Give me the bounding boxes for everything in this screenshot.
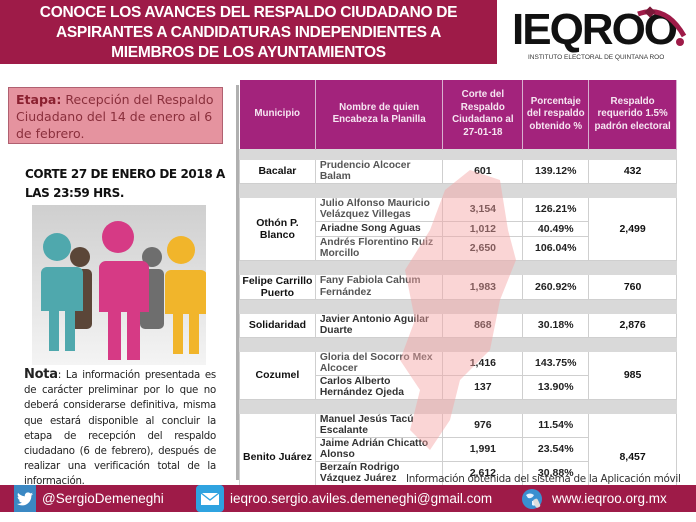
title-line-2: ASPIRANTES A CANDIDATURAS INDEPENDIENTES… bbox=[56, 24, 441, 41]
porcentaje-cell: 126.21% bbox=[522, 196, 590, 222]
municipio-cell: Cozumel bbox=[239, 350, 316, 400]
municipio-cell: Felipe Carrillo Puerto bbox=[239, 273, 316, 300]
envelope-icon bbox=[196, 485, 224, 512]
corte-cell: 601 bbox=[442, 158, 524, 184]
logo-swoosh-icon bbox=[637, 6, 687, 46]
table-row: Cozumel Gloria del Socorro Mex Alcocer 1… bbox=[239, 350, 677, 400]
table-row: Felipe Carrillo Puerto Fany Fabiola Cahu… bbox=[239, 273, 677, 300]
website-link[interactable]: www.ieqroo.org.mx bbox=[518, 485, 667, 512]
title-line-3: MIEMBROS DE LOS AYUNTAMIENTOS bbox=[111, 44, 386, 61]
requerido-cell: 760 bbox=[588, 273, 677, 300]
spacer-row bbox=[239, 398, 677, 414]
corte-cell: 976 bbox=[442, 412, 524, 438]
corte-cell: 137 bbox=[442, 374, 524, 400]
corte-cell: 1,983 bbox=[442, 273, 524, 300]
porcentaje-cell: 30.18% bbox=[522, 312, 590, 338]
corte-date: CORTE 27 DE ENERO DE 2018 A LAS 23:59 HR… bbox=[25, 167, 225, 200]
footer-bar: @SergioDemeneghi ieqroo.sergio.aviles.de… bbox=[0, 485, 696, 512]
globe-icon bbox=[518, 485, 546, 512]
spacer-row bbox=[239, 336, 677, 352]
corte-cell: 1,991 bbox=[442, 436, 524, 462]
logo-subtitle: INSTITUTO ELECTORAL DE QUINTANA ROO bbox=[528, 54, 665, 61]
people-group-icon bbox=[32, 205, 207, 365]
email-address: ieqroo.sergio.aviles.demeneghi@gmail.com bbox=[230, 491, 493, 506]
municipio-cell: Othón P. Blanco bbox=[239, 196, 316, 261]
table-row: Benito Juárez Manuel Jesús Tacú Escalant… bbox=[239, 412, 677, 501]
nombre-cell: Julio Alfonso Mauricio Velázquez Villega… bbox=[314, 196, 444, 222]
header-requerido: Respaldo requerido 1.5% padrón electoral bbox=[588, 80, 677, 149]
nota-text-block: Nota: La información presentada es de ca… bbox=[24, 367, 216, 490]
porcentaje-cell: 260.92% bbox=[522, 273, 590, 300]
table-row: Solidaridad Javier Antonio Aguilar Duart… bbox=[239, 312, 677, 338]
porcentaje-cell: 11.54% bbox=[522, 412, 590, 438]
requerido-cell: 432 bbox=[588, 158, 677, 184]
nombre-cell: Ariadne Song Aguas bbox=[314, 220, 444, 237]
spacer-row bbox=[239, 298, 677, 314]
nombre-cell: Carlos Alberto Hernández Ojeda bbox=[314, 374, 444, 400]
spacer-row bbox=[239, 148, 677, 160]
porcentaje-cell: 106.04% bbox=[522, 235, 590, 261]
table-row: Ariadne Song Aguas 1,012 40.49% bbox=[240, 220, 677, 237]
corte-cell: 1,012 bbox=[442, 220, 524, 237]
porcentaje-cell: 40.49% bbox=[522, 220, 590, 237]
corte-cell: 2,650 bbox=[442, 235, 524, 261]
divider bbox=[236, 85, 239, 480]
email-link[interactable]: ieqroo.sergio.aviles.demeneghi@gmail.com bbox=[196, 485, 492, 512]
corte-cell: 3,154 bbox=[442, 196, 524, 222]
porcentaje-cell: 139.12% bbox=[522, 158, 590, 184]
nombre-cell: Fany Fabiola Cahum Fernández bbox=[314, 273, 444, 300]
nota-label: Nota bbox=[24, 367, 58, 382]
nombre-cell: Gloria del Socorro Mex Alcocer bbox=[314, 350, 444, 376]
porcentaje-cell: 143.75% bbox=[522, 350, 590, 376]
requerido-cell: 985 bbox=[588, 350, 677, 400]
page-title: CONOCE LOS AVANCES DEL RESPALDO CIUDADAN… bbox=[0, 0, 497, 64]
requerido-cell: 2,499 bbox=[588, 196, 677, 261]
header-municipio: Municipio bbox=[239, 80, 316, 149]
nombre-cell: Prudencio Alcocer Balam bbox=[314, 158, 444, 184]
website-url: www.ieqroo.org.mx bbox=[552, 491, 667, 506]
twitter-link[interactable]: @SergioDemeneghi bbox=[14, 485, 164, 512]
header-corte: Corte del Respaldo Ciudadano al 27-01-18 bbox=[442, 80, 524, 149]
nombre-cell: Andrés Florentino Ruiz Morcillo bbox=[314, 235, 444, 261]
nombre-cell: Berzaín Rodrigo Vázquez Juárez bbox=[314, 460, 444, 486]
etapa-label: Etapa: bbox=[16, 92, 62, 107]
header-nombre: Nombre de quien Encabeza la Planilla bbox=[315, 80, 444, 149]
nombre-cell: Javier Antonio Aguilar Duarte bbox=[314, 312, 444, 338]
table-row: Andrés Florentino Ruiz Morcillo 2,650 10… bbox=[240, 235, 677, 261]
twitter-icon bbox=[14, 485, 36, 512]
table-row: Carlos Alberto Hernández Ojeda 137 13.90… bbox=[240, 374, 677, 400]
spacer-row bbox=[239, 259, 677, 275]
municipio-cell: Solidaridad bbox=[239, 312, 316, 338]
table-row: Berzaín Rodrigo Vázquez Juárez 2,612 30.… bbox=[240, 460, 677, 486]
corte-cell: 1,416 bbox=[442, 350, 524, 376]
requerido-cell: 2,876 bbox=[588, 312, 677, 338]
ieqroo-logo: IEQROO INSTITUTO ELECTORAL DE QUINTANA R… bbox=[510, 4, 690, 66]
spacer-row bbox=[239, 182, 677, 198]
porcentaje-cell: 13.90% bbox=[522, 374, 590, 400]
source-note: Información obtenida del sistema de la A… bbox=[406, 473, 681, 485]
nombre-cell: Jaime Adrián Chicatto Alonso bbox=[314, 436, 444, 462]
results-table: Municipio Nombre de quien Encabeza la Pl… bbox=[239, 80, 677, 501]
header-porcentaje: Porcentaje del respaldo obtenido % bbox=[522, 80, 590, 149]
corte-cell: 868 bbox=[442, 312, 524, 338]
nombre-cell: Manuel Jesús Tacú Escalante bbox=[314, 412, 444, 438]
nota-text: : La información presentada es de caráct… bbox=[24, 370, 216, 488]
table-row: Othón P. Blanco Julio Alfonso Mauricio V… bbox=[239, 196, 677, 261]
porcentaje-cell: 23.54% bbox=[522, 436, 590, 462]
twitter-handle: @SergioDemeneghi bbox=[42, 491, 164, 506]
table-row: Jaime Adrián Chicatto Alonso 1,991 23.54… bbox=[240, 436, 677, 462]
etapa-box: Etapa: Recepción del Respaldo Ciudadano … bbox=[8, 87, 223, 144]
title-line-1: CONOCE LOS AVANCES DEL RESPALDO CIUDADAN… bbox=[39, 4, 458, 21]
table-row: Bacalar Prudencio Alcocer Balam 601 139.… bbox=[239, 158, 677, 184]
table-header-row: Municipio Nombre de quien Encabeza la Pl… bbox=[239, 80, 677, 149]
municipio-cell: Bacalar bbox=[239, 158, 316, 184]
etapa-text: Recepción del Respaldo Ciudadano del 14 … bbox=[16, 92, 214, 141]
